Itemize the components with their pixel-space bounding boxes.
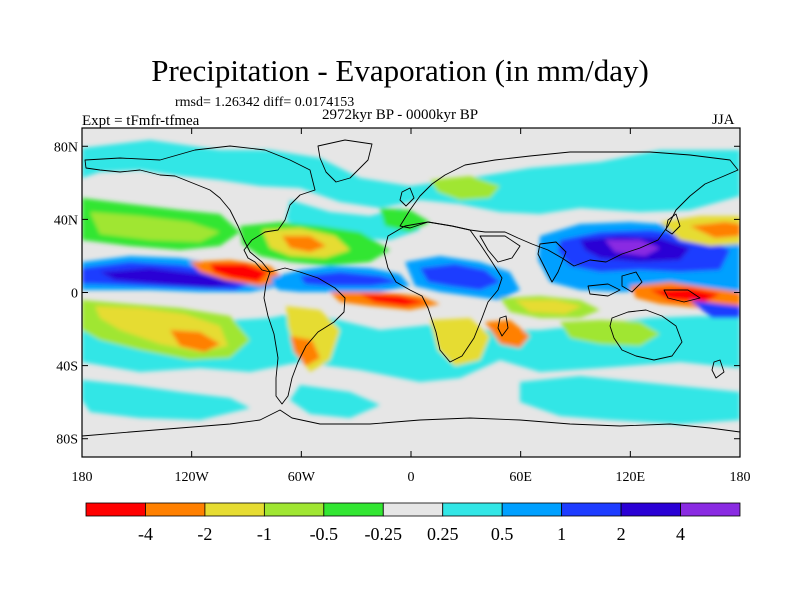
colorbar-box [204,502,265,517]
colorbar-label: 2 [617,524,626,544]
colorbar-boxes [85,502,741,517]
period-label: 2972kyr BP - 0000kyr BP [322,107,479,123]
india-outline [537,241,567,283]
colorbar-label: 1 [557,524,566,544]
lat-axis: 80N 40N 0 40S 80S [54,140,78,447]
experiment-label: Expt = tFmfr-tfmea [82,113,200,129]
colorbar-label: -4 [138,524,153,544]
arabia-outline [479,235,521,263]
lat-tick-label: 80S [56,433,78,448]
lat-tick-label: 0 [71,287,78,302]
field-region [100,268,240,288]
chart-title: Precipitation - Evaporation (in mm/day) [151,53,649,88]
axis-ticks [81,128,741,457]
field-region [290,385,380,418]
borneo-outline [621,271,643,293]
colorbar-label: 0.25 [427,524,459,544]
field-region [690,222,740,238]
lat-tick-label: 40N [54,213,78,228]
field-region [360,294,425,306]
colorbar-box [85,502,146,517]
colorbar-box [263,502,325,517]
rmsd-diff-subtitle: rmsd= 1.26342 diff= 0.0174153 [175,95,355,110]
new-zealand-outline [711,359,725,379]
colorbar-box [145,502,206,517]
field-region [290,336,320,366]
lon-tick-label: 60W [288,470,316,485]
north-america-outline [84,145,316,273]
colorbar-box [620,502,681,517]
colorbar-box [382,502,444,517]
colorbar-box [323,502,384,517]
pe-field [82,128,740,457]
lat-tick-label: 80N [54,140,78,155]
colorbar-label: 4 [676,524,685,544]
field-region [515,300,582,314]
field-region [430,318,490,366]
lon-tick-label: 120W [175,470,210,485]
field-region [420,264,500,290]
new-guinea-outline [663,289,701,303]
field-region [650,288,720,302]
field-region [485,320,530,348]
australia-outline [609,309,683,361]
lon-tick-label: 120E [616,470,646,485]
colorbar-label: -2 [197,524,212,544]
field-region [690,300,740,318]
colorbar-label: 0.5 [491,524,514,544]
land-outlines [82,139,740,437]
field-region [560,320,660,346]
colorbar: -4 -2 -1 -0.5 -0.25 0.25 0.5 1 2 4 [85,502,741,544]
lon-axis: 180 120W 60W 0 60E 120E 180 [72,470,751,485]
field-region [605,240,660,256]
colorbar-box [501,502,563,517]
field-region [380,208,430,232]
field-region [210,264,268,282]
eurasia-outline [399,151,739,267]
field-region [170,330,220,352]
antarctica-outline [82,409,740,437]
field-region [82,140,740,214]
madagascar-outline [497,315,509,337]
lat-tick-label: 40S [56,360,78,375]
field-region [430,176,500,200]
colorbar-box [680,502,741,517]
field-region [90,212,220,242]
lon-tick-label: 180 [72,470,93,485]
colorbar-box [561,502,622,517]
lon-tick-label: 180 [730,470,751,485]
indonesia-outline [587,283,621,297]
lon-tick-label: 0 [408,470,415,485]
south-america-outline [263,267,346,405]
colorbar-label: -0.5 [310,524,339,544]
season-label: JJA [712,112,735,128]
field-region [282,236,326,252]
field-region [82,380,250,420]
uk-outline [399,187,415,207]
colorbar-label: -1 [257,524,272,544]
field-region [520,376,740,424]
field-region [82,300,740,382]
japan-outline [665,213,681,235]
colorbar-box [442,502,503,517]
lon-tick-label: 60E [509,470,532,485]
colorbar-labels: -4 -2 -1 -0.5 -0.25 0.25 0.5 1 2 4 [138,524,685,544]
greenland-outline [317,139,373,183]
colorbar-label: -0.25 [365,524,403,544]
